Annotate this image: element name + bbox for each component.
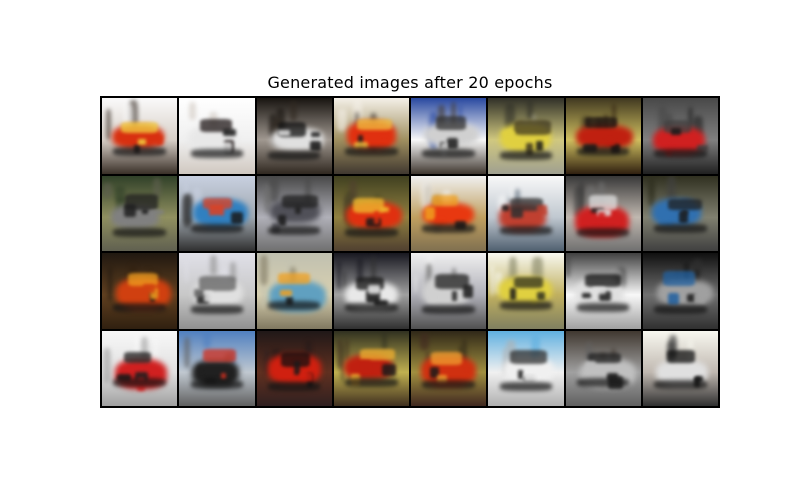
generated-image-tile	[333, 98, 409, 174]
generated-image-tile	[411, 253, 487, 329]
generated-image-tile	[642, 175, 718, 251]
generated-image-tile	[102, 175, 178, 251]
generated-image-tile	[256, 330, 332, 406]
generated-image-tile	[488, 330, 564, 406]
generated-image-tile	[102, 330, 178, 406]
generated-image-tile	[256, 175, 332, 251]
generated-image-tile	[488, 175, 564, 251]
figure-title: Generated images after 20 epochs	[267, 73, 553, 92]
generated-image-tile	[179, 98, 255, 174]
generated-image-tile	[565, 330, 641, 406]
generated-image-tile	[488, 253, 564, 329]
generated-image-tile	[411, 330, 487, 406]
generated-image-tile	[488, 98, 564, 174]
generated-image-tile	[179, 253, 255, 329]
generated-image-tile	[411, 175, 487, 251]
generated-image-tile	[179, 330, 255, 406]
generated-image-tile	[102, 98, 178, 174]
generated-image-tile	[179, 175, 255, 251]
generated-image-tile	[102, 253, 178, 329]
generated-image-tile	[256, 253, 332, 329]
generated-image-tile	[565, 98, 641, 174]
generated-image-tile	[333, 253, 409, 329]
generated-image-tile	[333, 330, 409, 406]
generated-image-tile	[642, 98, 718, 174]
generated-image-tile	[256, 98, 332, 174]
generated-image-grid	[100, 96, 720, 408]
generated-image-tile	[333, 175, 409, 251]
generated-image-tile	[411, 98, 487, 174]
generated-image-tile	[565, 253, 641, 329]
generated-image-tile	[642, 253, 718, 329]
generated-image-tile	[565, 175, 641, 251]
generated-image-tile	[642, 330, 718, 406]
